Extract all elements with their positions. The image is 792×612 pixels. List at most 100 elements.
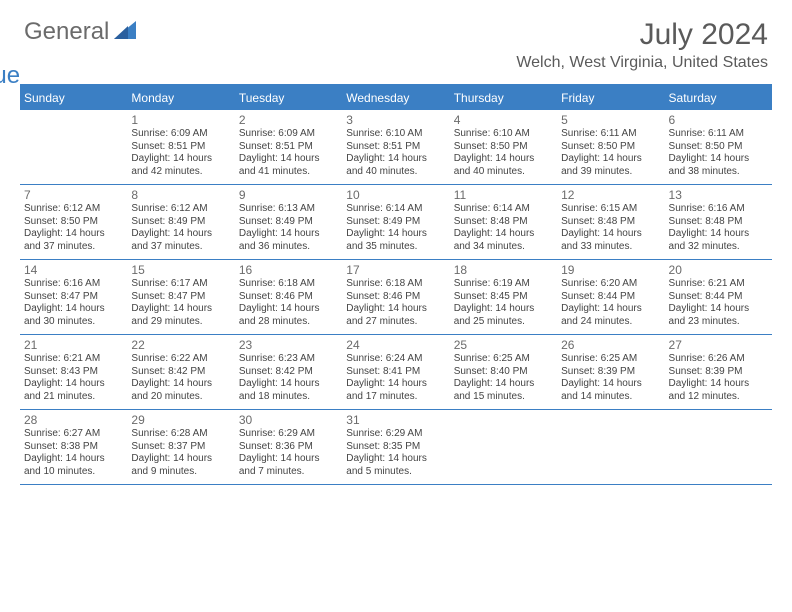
day-info: Sunrise: 6:18 AMSunset: 8:46 PMDaylight:… [239,278,338,328]
daylight-text: Daylight: 14 hours and 21 minutes. [24,378,123,403]
daylight-text: Daylight: 14 hours and 33 minutes. [561,228,660,253]
sunset-text: Sunset: 8:40 PM [454,366,553,379]
calendar-day-cell: 9Sunrise: 6:13 AMSunset: 8:49 PMDaylight… [235,185,342,259]
sunrise-text: Sunrise: 6:09 AM [239,128,338,141]
calendar-day-cell: 29Sunrise: 6:28 AMSunset: 8:37 PMDayligh… [127,410,234,484]
day-info: Sunrise: 6:28 AMSunset: 8:37 PMDaylight:… [131,428,230,478]
day-info: Sunrise: 6:10 AMSunset: 8:50 PMDaylight:… [454,128,553,178]
calendar-day-cell: 26Sunrise: 6:25 AMSunset: 8:39 PMDayligh… [557,335,664,409]
sunrise-text: Sunrise: 6:25 AM [454,353,553,366]
sunset-text: Sunset: 8:43 PM [24,366,123,379]
sunrise-text: Sunrise: 6:29 AM [346,428,445,441]
day-info: Sunrise: 6:18 AMSunset: 8:46 PMDaylight:… [346,278,445,328]
sunrise-text: Sunrise: 6:22 AM [131,353,230,366]
calendar-day-cell: 14Sunrise: 6:16 AMSunset: 8:47 PMDayligh… [20,260,127,334]
calendar-day-cell: 15Sunrise: 6:17 AMSunset: 8:47 PMDayligh… [127,260,234,334]
sunset-text: Sunset: 8:50 PM [454,141,553,154]
sunrise-text: Sunrise: 6:15 AM [561,203,660,216]
calendar-day-cell: 16Sunrise: 6:18 AMSunset: 8:46 PMDayligh… [235,260,342,334]
daylight-text: Daylight: 14 hours and 15 minutes. [454,378,553,403]
day-number: 16 [239,263,338,277]
daylight-text: Daylight: 14 hours and 24 minutes. [561,303,660,328]
day-number: 6 [669,113,768,127]
sunset-text: Sunset: 8:48 PM [454,216,553,229]
daylight-text: Daylight: 14 hours and 38 minutes. [669,153,768,178]
day-info: Sunrise: 6:20 AMSunset: 8:44 PMDaylight:… [561,278,660,328]
day-number: 21 [24,338,123,352]
sunset-text: Sunset: 8:49 PM [131,216,230,229]
sunrise-text: Sunrise: 6:29 AM [239,428,338,441]
day-header: Thursday [450,86,557,110]
sunset-text: Sunset: 8:50 PM [24,216,123,229]
calendar-day-cell: 17Sunrise: 6:18 AMSunset: 8:46 PMDayligh… [342,260,449,334]
day-number: 22 [131,338,230,352]
calendar-day-cell: 20Sunrise: 6:21 AMSunset: 8:44 PMDayligh… [665,260,772,334]
sunrise-text: Sunrise: 6:21 AM [669,278,768,291]
daylight-text: Daylight: 14 hours and 18 minutes. [239,378,338,403]
sunrise-text: Sunrise: 6:12 AM [24,203,123,216]
day-info: Sunrise: 6:26 AMSunset: 8:39 PMDaylight:… [669,353,768,403]
sunset-text: Sunset: 8:42 PM [131,366,230,379]
day-number: 3 [346,113,445,127]
sunrise-text: Sunrise: 6:26 AM [669,353,768,366]
day-number: 11 [454,188,553,202]
day-number: 12 [561,188,660,202]
sunrise-text: Sunrise: 6:10 AM [346,128,445,141]
day-info: Sunrise: 6:19 AMSunset: 8:45 PMDaylight:… [454,278,553,328]
calendar-week-row: 7Sunrise: 6:12 AMSunset: 8:50 PMDaylight… [20,185,772,260]
day-number: 10 [346,188,445,202]
calendar-day-cell [450,410,557,484]
calendar-header-row: SundayMondayTuesdayWednesdayThursdayFrid… [20,86,772,110]
location-text: Welch, West Virginia, United States [516,54,768,72]
sunset-text: Sunset: 8:49 PM [346,216,445,229]
sunset-text: Sunset: 8:37 PM [131,441,230,454]
calendar-day-cell: 23Sunrise: 6:23 AMSunset: 8:42 PMDayligh… [235,335,342,409]
day-info: Sunrise: 6:11 AMSunset: 8:50 PMDaylight:… [669,128,768,178]
daylight-text: Daylight: 14 hours and 28 minutes. [239,303,338,328]
sunset-text: Sunset: 8:51 PM [346,141,445,154]
day-info: Sunrise: 6:13 AMSunset: 8:49 PMDaylight:… [239,203,338,253]
sunset-text: Sunset: 8:44 PM [669,291,768,304]
sunset-text: Sunset: 8:49 PM [239,216,338,229]
calendar-day-cell: 22Sunrise: 6:22 AMSunset: 8:42 PMDayligh… [127,335,234,409]
daylight-text: Daylight: 14 hours and 9 minutes. [131,453,230,478]
sunset-text: Sunset: 8:46 PM [239,291,338,304]
calendar-day-cell: 13Sunrise: 6:16 AMSunset: 8:48 PMDayligh… [665,185,772,259]
sunrise-text: Sunrise: 6:18 AM [239,278,338,291]
calendar-day-cell: 28Sunrise: 6:27 AMSunset: 8:38 PMDayligh… [20,410,127,484]
daylight-text: Daylight: 14 hours and 25 minutes. [454,303,553,328]
day-info: Sunrise: 6:14 AMSunset: 8:48 PMDaylight:… [454,203,553,253]
daylight-text: Daylight: 14 hours and 34 minutes. [454,228,553,253]
calendar-day-cell: 19Sunrise: 6:20 AMSunset: 8:44 PMDayligh… [557,260,664,334]
sunrise-text: Sunrise: 6:11 AM [561,128,660,141]
daylight-text: Daylight: 14 hours and 29 minutes. [131,303,230,328]
daylight-text: Daylight: 14 hours and 7 minutes. [239,453,338,478]
calendar-day-cell [557,410,664,484]
sunset-text: Sunset: 8:35 PM [346,441,445,454]
daylight-text: Daylight: 14 hours and 37 minutes. [131,228,230,253]
daylight-text: Daylight: 14 hours and 41 minutes. [239,153,338,178]
sunrise-text: Sunrise: 6:25 AM [561,353,660,366]
sunrise-text: Sunrise: 6:16 AM [24,278,123,291]
daylight-text: Daylight: 14 hours and 27 minutes. [346,303,445,328]
calendar-day-cell: 30Sunrise: 6:29 AMSunset: 8:36 PMDayligh… [235,410,342,484]
sunset-text: Sunset: 8:51 PM [239,141,338,154]
day-info: Sunrise: 6:11 AMSunset: 8:50 PMDaylight:… [561,128,660,178]
day-number: 24 [346,338,445,352]
day-info: Sunrise: 6:25 AMSunset: 8:40 PMDaylight:… [454,353,553,403]
daylight-text: Daylight: 14 hours and 12 minutes. [669,378,768,403]
day-number: 28 [24,413,123,427]
day-info: Sunrise: 6:10 AMSunset: 8:51 PMDaylight:… [346,128,445,178]
day-number: 17 [346,263,445,277]
day-header: Monday [127,86,234,110]
day-number: 23 [239,338,338,352]
day-info: Sunrise: 6:12 AMSunset: 8:49 PMDaylight:… [131,203,230,253]
sunrise-text: Sunrise: 6:09 AM [131,128,230,141]
calendar-day-cell: 31Sunrise: 6:29 AMSunset: 8:35 PMDayligh… [342,410,449,484]
day-number: 9 [239,188,338,202]
sunset-text: Sunset: 8:39 PM [669,366,768,379]
calendar-day-cell: 6Sunrise: 6:11 AMSunset: 8:50 PMDaylight… [665,110,772,184]
sunset-text: Sunset: 8:46 PM [346,291,445,304]
daylight-text: Daylight: 14 hours and 20 minutes. [131,378,230,403]
day-info: Sunrise: 6:15 AMSunset: 8:48 PMDaylight:… [561,203,660,253]
